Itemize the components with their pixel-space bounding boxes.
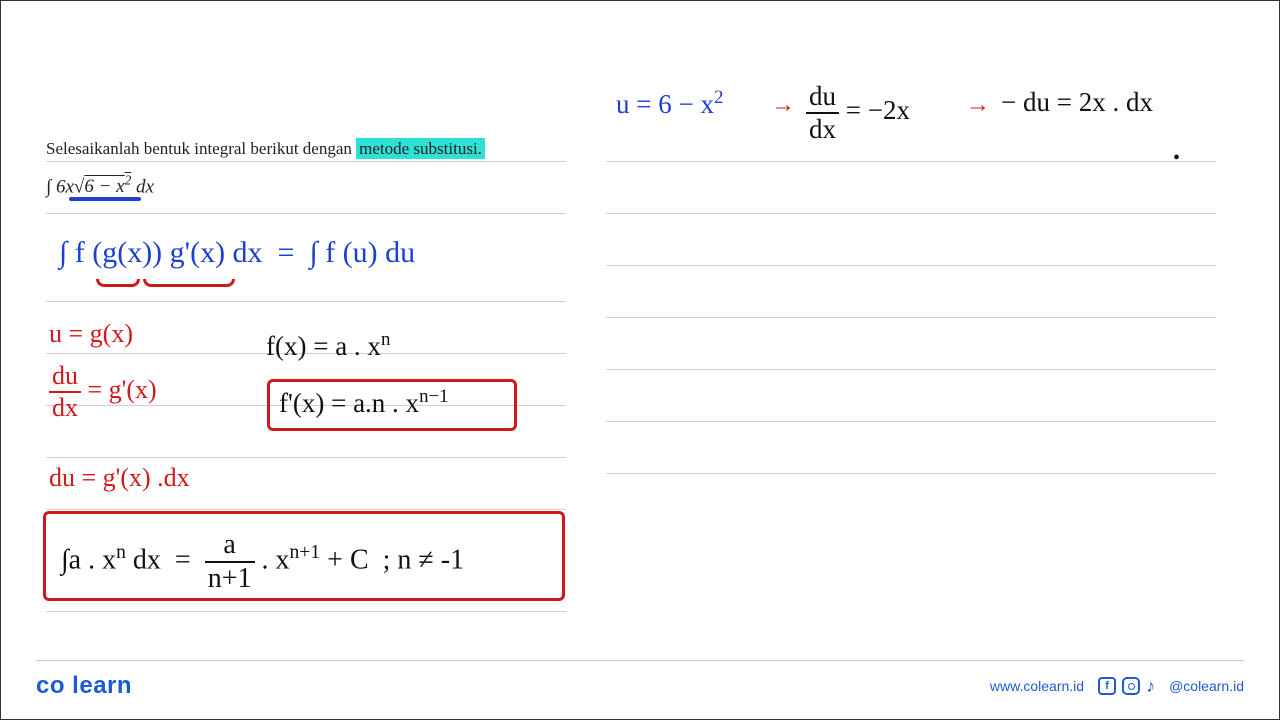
power-rule: ∫a . xn dx = an+1 . xn+1 + C ; n ≠ -1 (61, 529, 464, 595)
brand-logo: co learn (36, 672, 132, 700)
canvas: Selesaikanlah bentuk integral berikut de… (1, 1, 1279, 719)
footer: co learn www.colearn.id f ♪ @colearn.id (1, 671, 1279, 701)
instagram-icon[interactable] (1122, 677, 1140, 695)
problem-pre: Selesaikanlah bentuk integral berikut de… (46, 139, 356, 158)
frac-num: du (49, 361, 81, 393)
fprime-def: f'(x) = a.n . xn−1 (279, 386, 449, 419)
red-underbrace (143, 279, 235, 287)
rhs: = g'(x) (81, 375, 157, 404)
facebook-icon[interactable]: f (1098, 677, 1116, 695)
blue-underline (69, 197, 141, 201)
frac-den: dx (806, 114, 839, 145)
fx-def: f(x) = a . xn (266, 329, 390, 362)
footer-handle[interactable]: @colearn.id (1169, 678, 1244, 694)
rule-line (606, 161, 1216, 162)
cursor-dot: • (1173, 147, 1180, 170)
problem-integral: ∫ 6x√6 − x2 dx (46, 173, 154, 198)
red-underbrace (96, 279, 140, 287)
rhs: = −2x (839, 95, 910, 125)
footer-url[interactable]: www.colearn.id (990, 678, 1084, 694)
rule-line (606, 265, 1216, 266)
arrow-icon: → (966, 91, 990, 119)
u-substitution: u = 6 − x2 (616, 87, 723, 120)
neg-du-equals: − du = 2x . dx (1001, 87, 1153, 118)
rule-line (606, 317, 1216, 318)
tiktok-icon[interactable]: ♪ (1146, 676, 1155, 697)
arrow-icon: → (771, 91, 795, 119)
dudx-equals-gprime: dudx = g'(x) (49, 361, 157, 423)
frac-den: n+1 (205, 563, 255, 595)
rule-line (46, 611, 566, 612)
problem-highlight: metode substitusi. (356, 138, 485, 159)
rule-line (46, 509, 566, 510)
frac-den: dx (49, 393, 81, 423)
substitution-formula: ∫ f (g(x)) g'(x) dx = ∫ f (u) du (59, 236, 415, 270)
rule-line (606, 213, 1216, 214)
dudx-value: dudx = −2x (806, 81, 910, 145)
frac-num: a (205, 529, 255, 563)
frac-num: du (806, 81, 839, 114)
du-equals: du = g'(x) .dx (49, 463, 190, 493)
footer-divider (36, 660, 1244, 661)
u-equals-gx: u = g(x) (49, 319, 133, 349)
rule-line (46, 457, 566, 458)
problem-statement: Selesaikanlah bentuk integral berikut de… (46, 139, 485, 159)
rule-line (46, 213, 566, 214)
social-icons: f ♪ (1098, 676, 1155, 697)
footer-right: www.colearn.id f ♪ @colearn.id (990, 676, 1244, 697)
rule-line (606, 473, 1216, 474)
rule-line (606, 421, 1216, 422)
rule-line (46, 161, 566, 162)
rule-line (46, 301, 566, 302)
rule-line (606, 369, 1216, 370)
